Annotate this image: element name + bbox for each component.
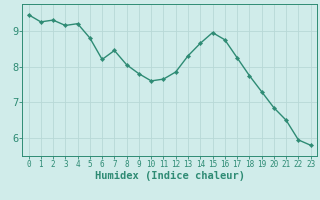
X-axis label: Humidex (Indice chaleur): Humidex (Indice chaleur) xyxy=(95,171,244,181)
